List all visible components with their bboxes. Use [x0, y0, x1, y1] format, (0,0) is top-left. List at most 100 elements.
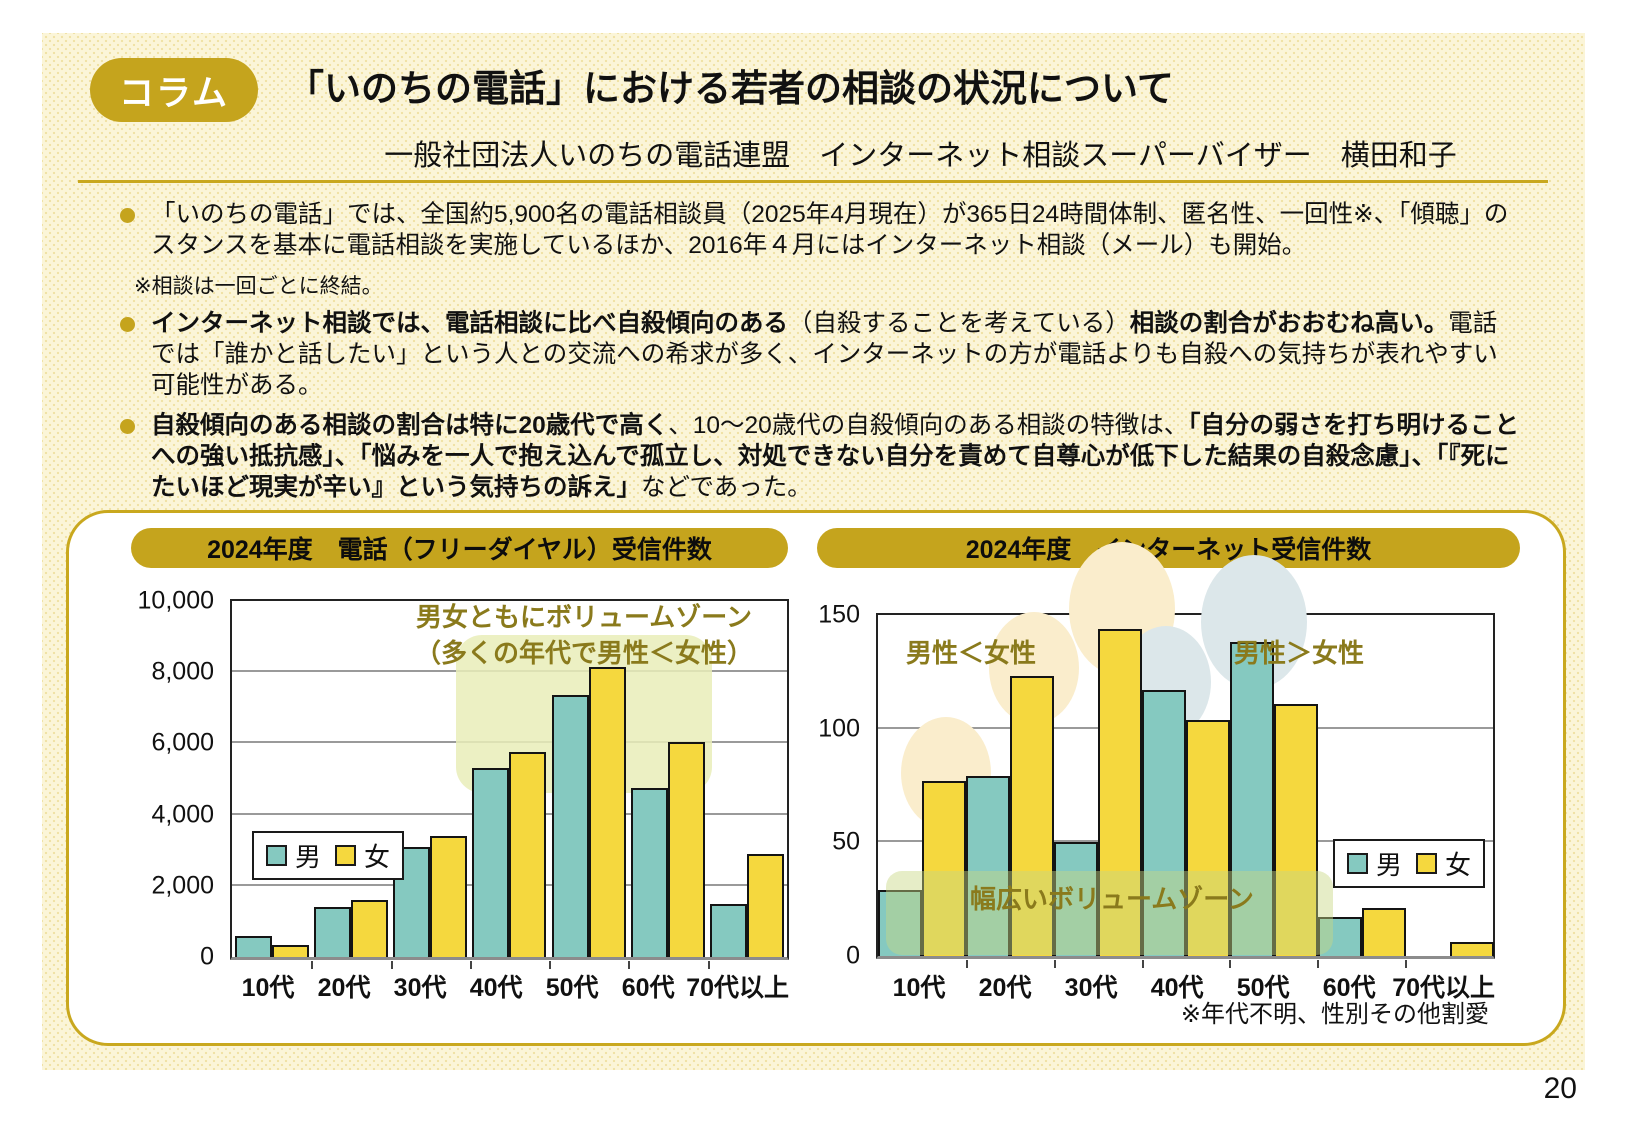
- x-axis-tick: [965, 960, 968, 968]
- legend-female-label: 女: [364, 842, 391, 872]
- x-axis-label: 50代: [1236, 974, 1290, 1002]
- x-axis-label: 40代: [1150, 974, 1204, 1002]
- annotation-male-lt-female-note: （多くの年代で男性＜女性）: [414, 638, 754, 668]
- annotation-male-lt-female: 男性＜女性: [906, 638, 1037, 668]
- bar-男: [1230, 642, 1274, 956]
- legend-female-swatch: [335, 845, 357, 866]
- x-axis-label: 70代以上: [686, 974, 789, 1002]
- phone-chart-title: 2024年度 電話（フリーダイヤル）受信件数: [131, 528, 788, 568]
- wide-volume-zone-highlight: [886, 871, 1333, 955]
- bar-group: [1318, 615, 1406, 956]
- x-axis-tick: [469, 961, 472, 969]
- y-axis-tick: 0: [200, 942, 214, 971]
- bar-女: [1010, 676, 1054, 956]
- bullet-text: 自殺傾向のある相談の割合は特に20歳代で高く、10～20歳代の自殺傾向のある相談…: [151, 412, 1520, 501]
- x-axis-tick: [311, 961, 314, 969]
- bar-男: [234, 935, 272, 957]
- legend-male-label: 男: [295, 842, 322, 872]
- x-axis-label: 60代: [1322, 974, 1376, 1002]
- x-axis-tick: [1141, 960, 1144, 968]
- y-axis-tick: 50: [832, 827, 860, 856]
- content-panel: コラム 「いのちの電話」における若者の相談の状況について 一般社団法人いのちの電…: [42, 33, 1585, 1070]
- legend-female-swatch: [1415, 853, 1437, 874]
- bar-女: [1362, 908, 1406, 956]
- x-axis-tick: [1229, 960, 1232, 968]
- bar-group: [1230, 615, 1318, 956]
- annotation-wide-volume-zone: 幅広いボリュームゾーン: [970, 884, 1254, 914]
- bar-女: [922, 780, 966, 956]
- bar-group: [1054, 615, 1142, 956]
- bullet-item: 「いのちの電話」では、全国約5,900名の電話相談員（2025年4月現在）が36…: [120, 199, 1519, 261]
- internet-chart-legend: 男 女: [1332, 839, 1485, 888]
- y-axis-tick: 100: [818, 714, 860, 743]
- bar-男: [966, 776, 1010, 956]
- bullet-text: 「いのちの電話」では、全国約5,900名の電話相談員（2025年4月現在）が36…: [151, 201, 1509, 259]
- bar-女: [271, 944, 309, 957]
- bar-group: [878, 615, 966, 956]
- chart-footnote: ※年代不明、性別その他割愛: [1180, 1001, 1489, 1028]
- bar-女: [1098, 628, 1142, 956]
- y-axis-tick: 2,000: [151, 871, 214, 900]
- column-badge: コラム: [90, 58, 258, 122]
- bar-男: [1054, 842, 1098, 956]
- x-axis-label: 30代: [393, 974, 447, 1002]
- bar-group: [966, 615, 1054, 956]
- bar-女: [430, 835, 468, 957]
- bar-男: [1142, 690, 1186, 956]
- y-axis-tick: 6,000: [151, 728, 214, 757]
- bar-男: [878, 890, 922, 956]
- bar-group: [311, 601, 390, 957]
- bar-女: [747, 853, 785, 957]
- y-axis-tick: 10,000: [137, 586, 214, 615]
- bar-男: [472, 768, 510, 957]
- internet-chart-plot: 男性＜女性 男性＞女性 幅広いボリュームゾーン 男 女 0 50 100 150: [818, 541, 1495, 970]
- bar-女: [1450, 942, 1494, 956]
- page-number: 20: [1543, 1072, 1577, 1105]
- bar-女: [509, 752, 547, 957]
- y-axis-tick: 4,000: [151, 800, 214, 829]
- internet-chart-bars: [878, 615, 1494, 956]
- bar-男: [313, 907, 351, 957]
- x-axis-label: 50代: [545, 974, 599, 1002]
- bar-女: [350, 900, 388, 957]
- phone-chart-bars: [232, 601, 787, 957]
- x-axis-tick: [1317, 960, 1320, 968]
- bar-group: [1142, 615, 1230, 956]
- author-line: 一般社団法人いのちの電話連盟 インターネット相談スーパーバイザー 横田和子: [384, 140, 1457, 172]
- x-axis-label: 20代: [317, 974, 371, 1002]
- bar-group: [232, 601, 311, 957]
- bullet-item: インターネット相談では、電話相談に比べ自殺傾向のある（自殺することを考えている）…: [120, 308, 1519, 401]
- x-axis-tick: [549, 961, 552, 969]
- bar-男: [631, 787, 669, 957]
- bar-女: [1274, 703, 1318, 956]
- x-axis-label: 70代以上: [1392, 974, 1495, 1002]
- bar-男: [710, 903, 748, 957]
- bar-group: [470, 601, 549, 957]
- annotation-volume-zone: 男女ともにボリュームゾーン: [416, 602, 752, 632]
- legend-male-swatch: [266, 845, 287, 866]
- x-axis-tick: [1405, 960, 1408, 968]
- phone-chart-legend: 男 女: [252, 831, 405, 880]
- bar-group: [708, 601, 787, 957]
- bar-group: [549, 601, 628, 957]
- x-axis-tick: [390, 961, 393, 969]
- y-axis-tick: 0: [846, 941, 860, 970]
- x-axis-tick: [628, 961, 631, 969]
- bar-女: [668, 741, 706, 957]
- bullet-item: 自殺傾向のある相談の割合は特に20歳代で高く、10～20歳代の自殺傾向のある相談…: [120, 410, 1519, 503]
- bar-女: [588, 666, 626, 957]
- charts-container: 2024年度 電話（フリーダイヤル）受信件数 男女ともにボリュームゾーン （多く…: [66, 510, 1566, 1046]
- bar-男: [1318, 917, 1362, 956]
- x-axis-label: 20代: [978, 974, 1032, 1002]
- bullet-icon: [120, 208, 135, 223]
- bar-group: [1406, 615, 1494, 956]
- x-axis-label: 40代: [469, 974, 523, 1002]
- internet-chart-x-labels: 10代 20代 30代 40代 50代 60代 70代以上: [876, 968, 1495, 1004]
- legend-male-label: 男: [1375, 850, 1402, 880]
- x-axis-label: 30代: [1064, 974, 1118, 1002]
- x-axis-label: 10代: [241, 974, 295, 1002]
- x-axis-label: 10代: [892, 974, 946, 1002]
- internet-chart-title: 2024年度 インターネット受信件数: [817, 528, 1520, 568]
- bar-男: [551, 695, 589, 957]
- y-axis-tick: 150: [818, 600, 860, 629]
